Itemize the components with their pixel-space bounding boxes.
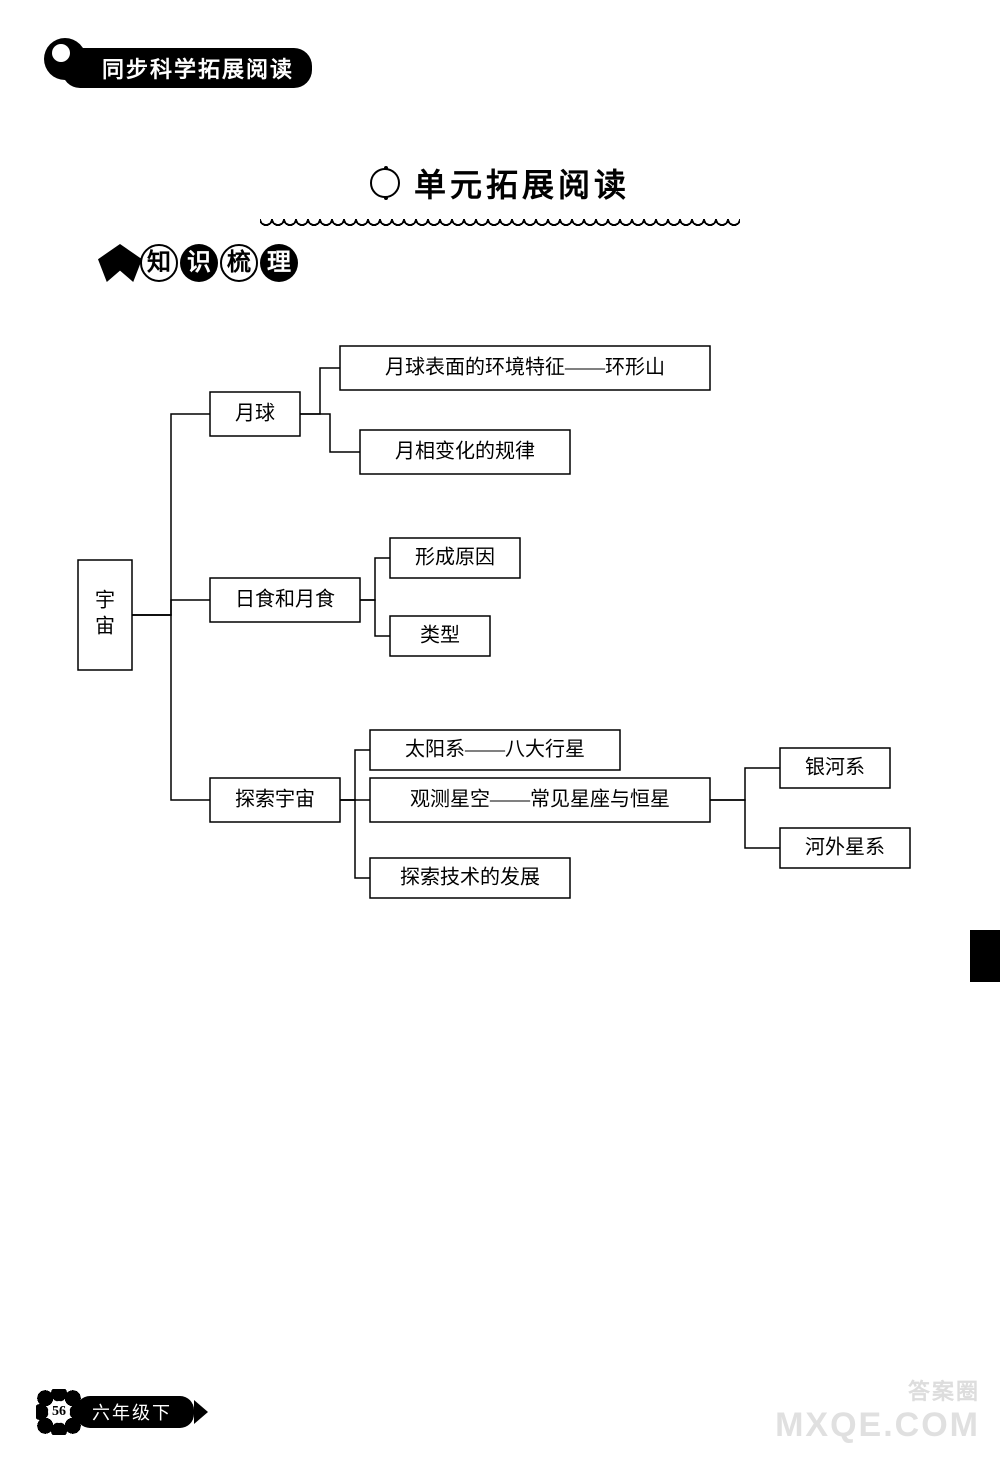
section-char-3: 梳 bbox=[220, 244, 258, 282]
watermark: 答案圈 MXQE.COM bbox=[775, 1374, 980, 1445]
header-title: 同步科学拓展阅读 bbox=[62, 48, 312, 88]
page: 同步科学拓展阅读 单元拓展阅读 知 识 梳 理 宇宙 月球 月球表面的环境特征——环… bbox=[0, 0, 1000, 1465]
flower-icon: 56 bbox=[36, 1389, 82, 1435]
watermark-bottom: MXQE.COM bbox=[775, 1406, 980, 1445]
title-ornament-icon bbox=[370, 168, 400, 198]
svg-text:河外星系: 河外星系 bbox=[805, 836, 885, 859]
svg-text:形成原因: 形成原因 bbox=[415, 546, 495, 569]
leaf-icon bbox=[98, 244, 142, 282]
svg-text:月球: 月球 bbox=[235, 402, 275, 425]
svg-text:宙: 宙 bbox=[95, 615, 115, 638]
section-char-4: 理 bbox=[260, 244, 298, 282]
page-title-wrap: 单元拓展阅读 bbox=[0, 160, 1000, 226]
footer-tail-icon bbox=[194, 1400, 208, 1424]
page-edge-marker bbox=[970, 930, 1000, 982]
svg-text:观测星空——常见星座与恒星: 观测星空——常见星座与恒星 bbox=[410, 788, 670, 811]
page-title: 单元拓展阅读 bbox=[414, 167, 630, 203]
svg-text:类型: 类型 bbox=[420, 624, 460, 647]
section-char-2: 识 bbox=[180, 244, 218, 282]
svg-text:月球表面的环境特征——环形山: 月球表面的环境特征——环形山 bbox=[385, 356, 665, 379]
svg-text:太阳系——八大行星: 太阳系——八大行星 bbox=[405, 738, 585, 761]
page-number: 56 bbox=[48, 1401, 70, 1423]
svg-text:日食和月食: 日食和月食 bbox=[235, 588, 335, 611]
grade-label: 六年级下 bbox=[76, 1396, 194, 1428]
knowledge-tree-diagram: 宇宙 月球 月球表面的环境特征——环形山月相变化的规律日食和月食 形成原因类型探索宇宙… bbox=[60, 330, 960, 950]
svg-text:宇: 宇 bbox=[95, 589, 115, 612]
footer: 56 六年级下 bbox=[36, 1389, 208, 1435]
title-underline bbox=[260, 212, 740, 226]
header: 同步科学拓展阅读 bbox=[62, 48, 312, 88]
svg-text:探索宇宙: 探索宇宙 bbox=[235, 788, 315, 811]
section-char-1: 知 bbox=[140, 244, 178, 282]
watermark-top: 答案圈 bbox=[908, 1374, 980, 1406]
svg-text:月相变化的规律: 月相变化的规律 bbox=[395, 440, 535, 463]
svg-text:探索技术的发展: 探索技术的发展 bbox=[400, 866, 540, 889]
svg-text:银河系: 银河系 bbox=[805, 756, 865, 779]
section-heading: 知 识 梳 理 bbox=[98, 244, 296, 282]
